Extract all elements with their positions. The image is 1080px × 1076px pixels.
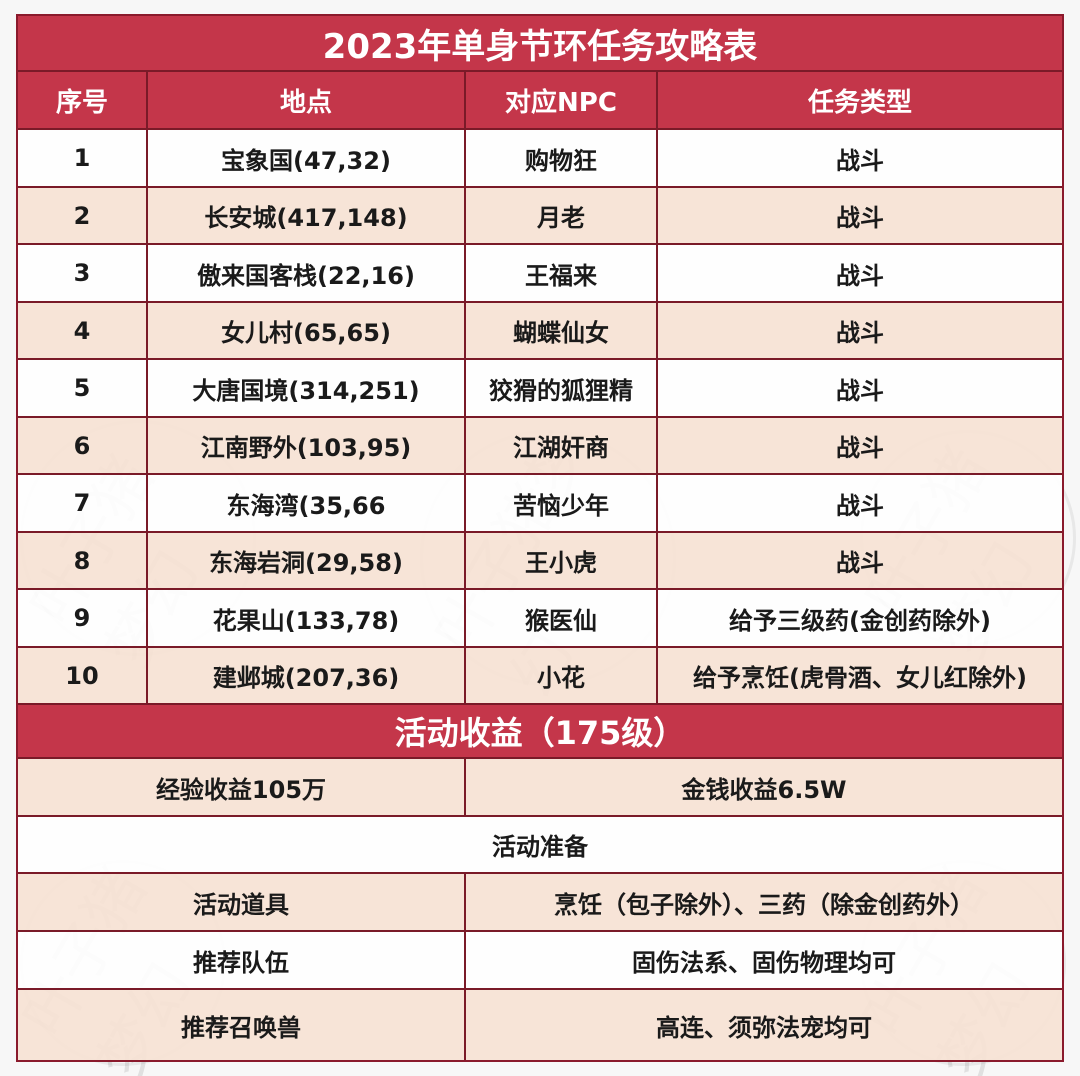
row-no: 4 xyxy=(18,303,148,360)
row-task-type: 给予三级药(金创药除外) xyxy=(658,590,1062,648)
prep-row: 活动道具 烹饪（包子除外）、三药（除金创药外） xyxy=(18,874,1062,932)
prep-label: 推荐队伍 xyxy=(18,932,466,990)
row-task-type: 战斗 xyxy=(658,418,1062,475)
prep-value: 高连、须弥法宠均可 xyxy=(466,990,1062,1060)
row-place: 建邺城(207,36) xyxy=(148,648,466,705)
row-no: 3 xyxy=(18,245,148,303)
prep-row: 推荐召唤兽 高连、须弥法宠均可 xyxy=(18,990,1062,1060)
row-no: 5 xyxy=(18,360,148,418)
table-row: 7 东海湾(35,66 苦恼少年 战斗 xyxy=(18,475,1062,533)
row-task-type: 战斗 xyxy=(658,360,1062,418)
row-npc: 王小虎 xyxy=(466,533,658,590)
table-row: 2 长安城(417,148) 月老 战斗 xyxy=(18,188,1062,245)
row-npc: 蝴蝶仙女 xyxy=(466,303,658,360)
row-npc: 王福来 xyxy=(466,245,658,303)
table-title: 2023年单身节环任务攻略表 xyxy=(18,16,1062,72)
exp-income: 经验收益105万 xyxy=(18,759,466,817)
row-npc: 小花 xyxy=(466,648,658,705)
row-npc: 购物狂 xyxy=(466,130,658,188)
row-task-type: 战斗 xyxy=(658,188,1062,245)
row-place: 长安城(417,148) xyxy=(148,188,466,245)
row-no: 8 xyxy=(18,533,148,590)
row-place: 江南野外(103,95) xyxy=(148,418,466,475)
strategy-table: 2023年单身节环任务攻略表 序号 地点 对应NPC 任务类型 1 宝象国(47… xyxy=(16,14,1064,1062)
prep-value: 固伤法系、固伤物理均可 xyxy=(466,932,1062,990)
prep-label: 活动道具 xyxy=(18,874,466,932)
table-row: 9 花果山(133,78) 猴医仙 给予三级药(金创药除外) xyxy=(18,590,1062,648)
row-npc: 月老 xyxy=(466,188,658,245)
row-task-type: 给予烹饪(虎骨酒、女儿红除外) xyxy=(658,648,1062,705)
table-row: 10 建邺城(207,36) 小花 给予烹饪(虎骨酒、女儿红除外) xyxy=(18,648,1062,705)
row-no: 10 xyxy=(18,648,148,705)
table-row: 3 傲来国客栈(22,16) 王福来 战斗 xyxy=(18,245,1062,303)
row-no: 1 xyxy=(18,130,148,188)
row-place: 傲来国客栈(22,16) xyxy=(148,245,466,303)
header-place: 地点 xyxy=(148,72,466,130)
row-place: 女儿村(65,65) xyxy=(148,303,466,360)
row-task-type: 战斗 xyxy=(658,533,1062,590)
row-no: 7 xyxy=(18,475,148,533)
row-place: 大唐国境(314,251) xyxy=(148,360,466,418)
row-npc: 江湖奸商 xyxy=(466,418,658,475)
prep-title: 活动准备 xyxy=(18,817,1062,874)
income-row: 经验收益105万 金钱收益6.5W xyxy=(18,759,1062,817)
row-place: 宝象国(47,32) xyxy=(148,130,466,188)
money-income: 金钱收益6.5W xyxy=(466,759,1062,817)
header-task-type: 任务类型 xyxy=(658,72,1062,130)
prep-title-row: 活动准备 xyxy=(18,817,1062,874)
row-no: 2 xyxy=(18,188,148,245)
table-row: 4 女儿村(65,65) 蝴蝶仙女 战斗 xyxy=(18,303,1062,360)
table-row: 6 江南野外(103,95) 江湖奸商 战斗 xyxy=(18,418,1062,475)
row-no: 6 xyxy=(18,418,148,475)
row-npc: 苦恼少年 xyxy=(466,475,658,533)
row-place: 花果山(133,78) xyxy=(148,590,466,648)
table-row: 8 东海岩洞(29,58) 王小虎 战斗 xyxy=(18,533,1062,590)
row-task-type: 战斗 xyxy=(658,475,1062,533)
table-row: 1 宝象国(47,32) 购物狂 战斗 xyxy=(18,130,1062,188)
prep-label: 推荐召唤兽 xyxy=(18,990,466,1060)
row-place: 东海岩洞(29,58) xyxy=(148,533,466,590)
table-header-row: 序号 地点 对应NPC 任务类型 xyxy=(18,72,1062,130)
prep-value: 烹饪（包子除外）、三药（除金创药外） xyxy=(466,874,1062,932)
row-task-type: 战斗 xyxy=(658,130,1062,188)
row-npc: 狡猾的狐狸精 xyxy=(466,360,658,418)
income-title: 活动收益（175级） xyxy=(18,705,1062,759)
header-npc: 对应NPC xyxy=(466,72,658,130)
row-task-type: 战斗 xyxy=(658,303,1062,360)
table-row: 5 大唐国境(314,251) 狡猾的狐狸精 战斗 xyxy=(18,360,1062,418)
prep-row: 推荐队伍 固伤法系、固伤物理均可 xyxy=(18,932,1062,990)
row-place: 东海湾(35,66 xyxy=(148,475,466,533)
row-task-type: 战斗 xyxy=(658,245,1062,303)
header-no: 序号 xyxy=(18,72,148,130)
row-no: 9 xyxy=(18,590,148,648)
row-npc: 猴医仙 xyxy=(466,590,658,648)
